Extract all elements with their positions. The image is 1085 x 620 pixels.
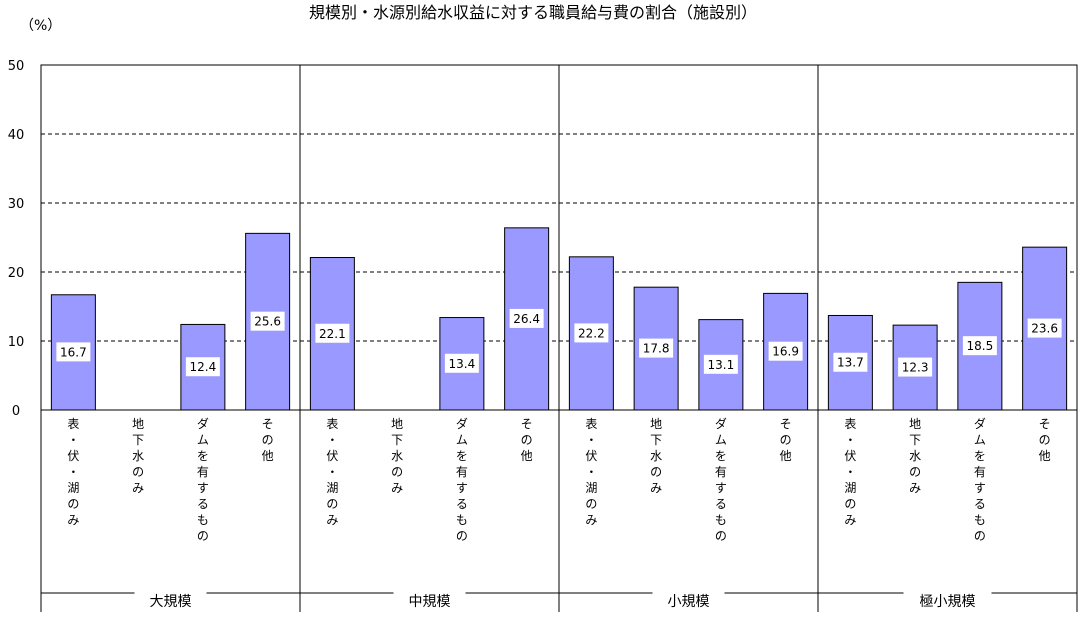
data-label: 12.3 bbox=[902, 361, 929, 375]
category-label: その他 bbox=[521, 417, 533, 463]
data-label-bg bbox=[1027, 318, 1062, 338]
y-unit-label: （%） bbox=[20, 18, 61, 34]
category-label: 地下水のみ bbox=[391, 417, 403, 495]
category-label: その他 bbox=[1039, 417, 1051, 463]
category-label: その他 bbox=[262, 417, 274, 463]
data-label-bg bbox=[639, 338, 674, 358]
category-label: ダムを有するもの bbox=[197, 416, 209, 543]
data-label-bg bbox=[703, 354, 738, 374]
data-label: 13.4 bbox=[449, 357, 476, 371]
category-label: ダムを有するもの bbox=[456, 416, 468, 543]
data-label: 16.9 bbox=[772, 345, 799, 359]
category-label: 表・伏・湖のみ bbox=[844, 417, 856, 527]
group-label: 中規模 bbox=[409, 594, 451, 610]
data-label: 13.7 bbox=[837, 356, 864, 370]
data-label-bg bbox=[56, 342, 91, 362]
category-label: 地下水のみ bbox=[650, 417, 662, 495]
data-label: 13.1 bbox=[708, 358, 735, 372]
data-label: 18.5 bbox=[967, 339, 994, 353]
group-label: 極小規模 bbox=[920, 594, 976, 610]
data-label: 26.4 bbox=[513, 312, 540, 326]
category-label: 表・伏・湖のみ bbox=[585, 417, 597, 527]
data-label-bg bbox=[768, 341, 803, 361]
data-label-bg bbox=[509, 308, 544, 328]
data-label-bg bbox=[833, 352, 868, 372]
data-label: 25.6 bbox=[254, 315, 281, 329]
category-label: ダムを有するもの bbox=[715, 416, 727, 543]
group-label: 小規模 bbox=[668, 594, 710, 610]
data-label-bg bbox=[962, 336, 997, 356]
data-label: 12.4 bbox=[190, 360, 217, 374]
category-label: ダムを有するもの bbox=[974, 416, 986, 543]
data-label: 23.6 bbox=[1031, 322, 1058, 336]
data-label-bg bbox=[250, 311, 285, 331]
axes bbox=[40, 65, 1078, 612]
data-label: 16.7 bbox=[60, 345, 87, 359]
chart-title: 規模別・水源別給水収益に対する職員給与費の割合（施設別） bbox=[309, 3, 757, 22]
data-label: 22.2 bbox=[578, 326, 605, 340]
data-label-bg bbox=[185, 357, 220, 377]
data-label-bg bbox=[898, 357, 933, 377]
data-label: 22.1 bbox=[319, 327, 346, 341]
data-label-bg bbox=[574, 323, 609, 343]
data-label-bg bbox=[315, 323, 350, 343]
category-label: その他 bbox=[780, 417, 792, 463]
y-tick-label: 0 bbox=[12, 404, 20, 419]
y-tick-label: 40 bbox=[8, 128, 25, 143]
labels: 0 10 20 30 40 50 表・伏・湖のみ 16.7 地下水のみ ダムを有するもの 12.4 そ… bbox=[8, 59, 1062, 610]
y-tick-label: 20 bbox=[8, 266, 25, 281]
y-tick-label: 10 bbox=[8, 335, 25, 350]
category-label: 地下水のみ bbox=[909, 417, 921, 495]
category-label: 表・伏・湖のみ bbox=[67, 417, 79, 527]
y-tick-label: 30 bbox=[8, 197, 25, 212]
data-label: 17.8 bbox=[643, 342, 670, 356]
data-label-bg bbox=[444, 353, 479, 373]
y-tick-label: 50 bbox=[8, 59, 25, 74]
category-label: 表・伏・湖のみ bbox=[326, 417, 338, 527]
group-label: 大規模 bbox=[150, 594, 192, 610]
category-label: 地下水のみ bbox=[132, 417, 144, 495]
